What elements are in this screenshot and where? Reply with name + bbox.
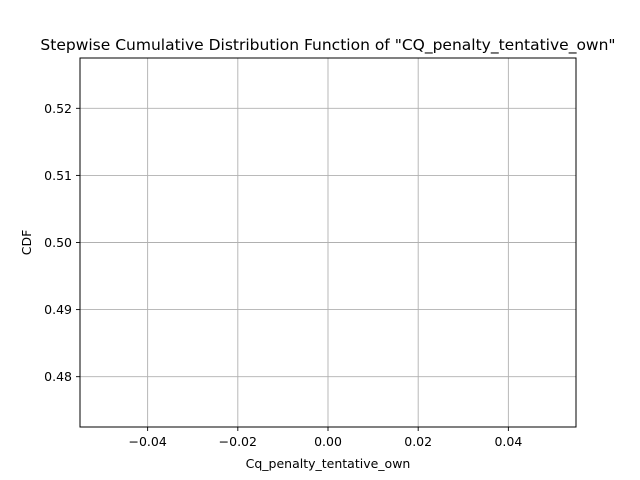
y-tick-label: 0.49	[44, 302, 72, 317]
y-axis-ticks: 0.48 0.49 0.50 0.51 0.52	[44, 101, 80, 384]
y-tick-label: 0.52	[44, 101, 72, 116]
grid-lines	[80, 58, 576, 427]
x-tick-label: 0.02	[404, 434, 432, 449]
y-tick-label: 0.50	[44, 235, 72, 250]
x-axis-ticks: −0.04 −0.02 0.00 0.02 0.04	[128, 427, 522, 449]
y-tick-label: 0.48	[44, 369, 72, 384]
x-tick-label: −0.04	[128, 434, 166, 449]
chart-title: Stepwise Cumulative Distribution Functio…	[40, 36, 615, 55]
y-tick-label: 0.51	[44, 168, 72, 183]
y-axis-label: CDF	[19, 230, 34, 256]
x-tick-label: 0.00	[314, 434, 342, 449]
x-axis-label: Cq_penalty_tentative_own	[246, 456, 411, 471]
x-tick-label: 0.04	[494, 434, 522, 449]
x-tick-label: −0.02	[219, 434, 257, 449]
